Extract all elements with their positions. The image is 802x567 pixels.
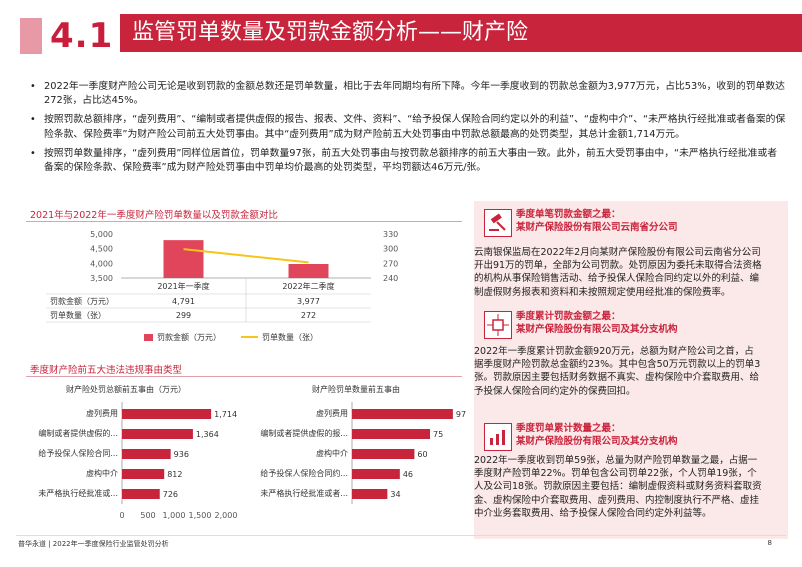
data-label: 75 (433, 430, 443, 439)
footer-text: 普华永道 | 2022年一季度保险行业监管处罚分析 (18, 540, 169, 548)
highlight-body: 2022年一季度收到罚单59张，总量为财产险罚单数量之最，占据一季度财产险罚单2… (474, 455, 762, 519)
bullet-item: 按照罚款总额排序，“虚列费用”、“编制或者提供虚假的报告、报表、文件、资料”、“… (26, 113, 786, 141)
y-tick-label-right: 300 (383, 245, 398, 254)
bar (122, 409, 212, 419)
chart-title: 财产险处罚总额前五事由（万元） (66, 384, 186, 394)
chart1-title: 2021年与2022年一季度财产险罚单数量以及罚款金额对比 (30, 210, 278, 221)
category-label: 未严格执行经批准或者... (260, 488, 348, 498)
category-label: 编制或者提供虚假的... (38, 428, 118, 438)
category-label: 虚列费用 (316, 408, 348, 418)
bar (352, 489, 388, 499)
x-tick-label: 0 (119, 511, 124, 520)
data-label: 60 (417, 450, 427, 459)
divider (26, 221, 462, 222)
page-number: 8 (767, 539, 772, 547)
table-cell-count: 272 (301, 311, 316, 320)
y-tick-label-right: 270 (383, 259, 398, 268)
y-tick-label-right: 240 (383, 274, 398, 283)
highlight-cumulative-fine: 季度累计罚款金额之最： 某财产保险股份有限公司及其分支机构 2022年一季度累计罚… (474, 311, 780, 421)
category-label: 虚构中介 (316, 448, 348, 458)
title-decoration (20, 18, 42, 54)
data-label: 97 (456, 410, 466, 419)
data-label: 812 (167, 470, 182, 479)
chart-title: 财产险罚单数量前五事由 (312, 384, 400, 394)
category-label: 给予投保人保险合同约... (260, 468, 348, 478)
table-row-label: 罚单数量（张） (50, 310, 106, 320)
category-label: 编制或者提供虚假的报... (260, 428, 348, 438)
highlight-heading: 季度罚单累计数量之最： 某财产保险股份有限公司及其分支机构 (516, 423, 678, 447)
bar (352, 409, 453, 419)
category-label: 虚构中介 (86, 468, 118, 478)
category-label: 2022年二季度 (282, 281, 334, 291)
x-tick-label: 1,500 (189, 511, 212, 520)
legend-label: 罚款金额（万元） (157, 332, 221, 342)
bar (352, 449, 415, 459)
section-number: 4.1 (50, 16, 114, 56)
bar-amount (163, 240, 204, 278)
highlight-body: 2022年一季度累计罚款金额920万元，总额为财产险公司之首，占据季度财产险罚款… (474, 346, 761, 397)
penalty-amount-chart: 财产险处罚总额前五事由（万元） 虚列费用 1,714 编制或者提供虚假的... 1,36… (38, 384, 238, 520)
bar (122, 429, 193, 439)
bar (122, 469, 165, 479)
data-label: 936 (174, 450, 189, 459)
data-label: 1,714 (214, 410, 237, 419)
table-row-label: 罚款金额（万元） (50, 296, 114, 306)
section2-title: 季度财产险前五大违法违规事由类型 (30, 365, 183, 376)
highlight-body: 云南银保监局在2022年2月向某财产保险股份有限公司云南省分公司开出91万的罚单… (474, 247, 762, 298)
x-tick-label: 1,000 (163, 511, 186, 520)
title-bar: 4.1 监管罚单数量及罚款金额分析——财产险 (0, 8, 802, 56)
y-tick-label-left: 4,500 (90, 245, 113, 254)
highlight-largest-single-fine: 季度单笔罚款金额之最： 某财产保险股份有限公司云南省分公司 云南银保监局在2022… (474, 209, 780, 309)
y-tick-label-right: 330 (383, 230, 398, 239)
divider (26, 376, 462, 377)
category-label: 虚列费用 (86, 408, 118, 418)
category-label: 2021年一季度 (157, 281, 209, 291)
highlight-heading: 季度单笔罚款金额之最： 某财产保险股份有限公司云南省分公司 (516, 209, 678, 233)
bar (122, 489, 160, 499)
category-label: 给予投保人保险合同... (38, 448, 118, 458)
bar (352, 469, 400, 479)
footer-divider (16, 535, 786, 536)
category-label: 未严格执行经批准或... (38, 488, 118, 498)
bullet-list: 2022年一季度财产险公司无论是收到罚款的金额总数还是罚单数量，相比于去年同期均… (26, 80, 786, 180)
data-label: 34 (390, 490, 400, 499)
bullet-item: 2022年一季度财产险公司无论是收到罚款的金额总数还是罚单数量，相比于去年同期均… (26, 80, 786, 108)
highlight-heading: 季度累计罚款金额之最： 某财产保险股份有限公司及其分支机构 (516, 311, 678, 335)
circuit-icon (484, 311, 512, 339)
highlight-penalty-count: 季度罚单累计数量之最： 某财产保险股份有限公司及其分支机构 2022年一季度收到罚… (474, 423, 780, 539)
x-tick-label: 500 (140, 511, 155, 520)
legend-label: 罚单数量（张） (262, 332, 318, 342)
gavel-icon (484, 209, 512, 237)
comparison-chart: 5,000 330 4,500 300 4,000 270 3,500 240 2021年一季度… (46, 230, 398, 342)
x-tick-label: 2,000 (215, 511, 238, 520)
data-label: 726 (163, 490, 178, 499)
page-title: 监管罚单数量及罚款金额分析——财产险 (120, 14, 802, 52)
y-tick-label-left: 4,000 (90, 259, 113, 268)
bar (122, 449, 171, 459)
table-cell-amount: 4,791 (172, 297, 195, 306)
y-tick-label-left: 5,000 (90, 230, 113, 239)
bar (352, 429, 430, 439)
table-cell-count: 299 (176, 311, 191, 320)
data-label: 46 (403, 470, 413, 479)
table-cell-amount: 3,977 (297, 297, 320, 306)
highlights-sidebar: 季度单笔罚款金额之最： 某财产保险股份有限公司云南省分公司 云南银保监局在2022… (474, 201, 788, 539)
y-tick-label-left: 3,500 (90, 274, 113, 283)
bar-amount (288, 264, 329, 278)
bullet-item: 按照罚单数量排序，“虚列费用”同样位居首位，罚单数量97张，前五大处罚事由与按罚… (26, 147, 786, 175)
chart-icon (484, 423, 512, 451)
line-count (183, 248, 309, 264)
legend-swatch-amount (144, 334, 153, 341)
data-label: 1,364 (196, 430, 219, 439)
